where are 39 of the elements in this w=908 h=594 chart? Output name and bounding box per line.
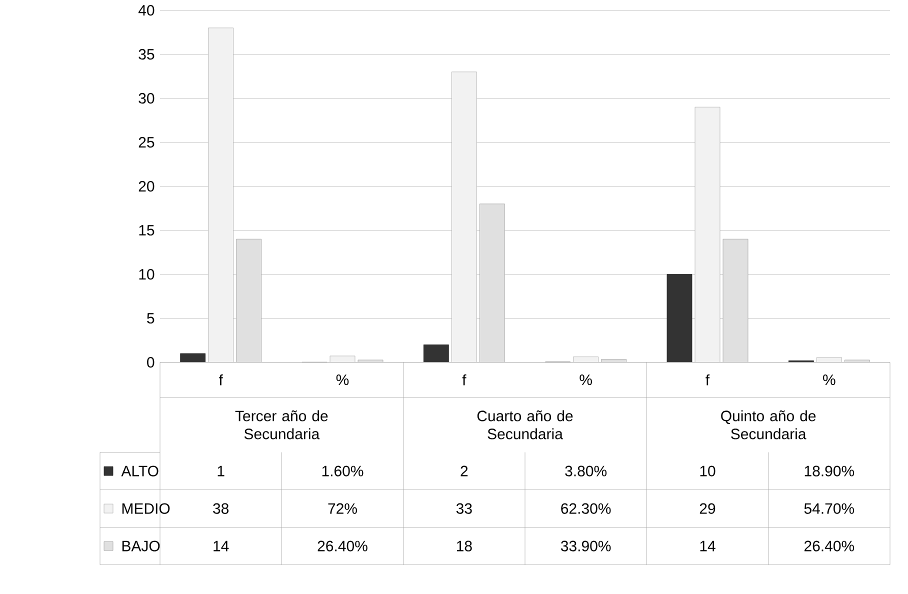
data-label: 14: [700, 540, 716, 552]
x-tick-label: %: [580, 374, 592, 385]
data-label: 33.90%: [560, 540, 611, 552]
x-tick-label: %: [336, 374, 349, 385]
data-label: 29: [700, 503, 716, 514]
data-label: 62.30%: [561, 503, 611, 514]
data-label: 1: [218, 466, 224, 476]
data-label: 26.40%: [318, 540, 368, 552]
legend-label: MEDIO: [122, 503, 170, 514]
x-tick-label: f: [218, 374, 223, 386]
x-tick-label: %: [823, 374, 836, 385]
data-label: 1.60%: [322, 466, 364, 476]
data-label: 26.40%: [804, 540, 854, 552]
data-label: 33: [456, 503, 472, 514]
data-label: 3.80%: [565, 466, 607, 476]
y-tick-label: 35: [138, 48, 154, 60]
legend-label: ALTO: [121, 466, 158, 476]
data-label: 18: [456, 540, 472, 552]
data-label: 10: [700, 466, 716, 476]
y-tick-label: 0: [147, 356, 154, 368]
y-tick-label: 25: [138, 136, 154, 148]
y-tick-label: 10: [139, 268, 154, 280]
data-label: 2: [460, 466, 468, 476]
text: Tercer año de Secundaria: [235, 410, 328, 440]
data-label: 14: [214, 540, 229, 552]
data-label: 72%: [328, 503, 357, 514]
text: Cuarto año de Secundaria: [477, 410, 573, 440]
y-tick-label: 30: [138, 92, 154, 104]
x-tick-label: f: [706, 374, 710, 386]
text: Quinto año de Secundaria: [721, 410, 816, 440]
data-label: 18.90%: [804, 466, 854, 476]
x-tick-label: f: [462, 374, 466, 386]
y-tick-label: 20: [138, 180, 154, 192]
y-tick-label: 40: [138, 4, 154, 16]
y-tick-label: 5: [147, 312, 154, 324]
data-label: 38: [213, 503, 229, 514]
data-label: 54.70%: [804, 503, 854, 514]
y-tick-label: 15: [139, 224, 154, 236]
legend-label: BAJO: [122, 540, 160, 552]
